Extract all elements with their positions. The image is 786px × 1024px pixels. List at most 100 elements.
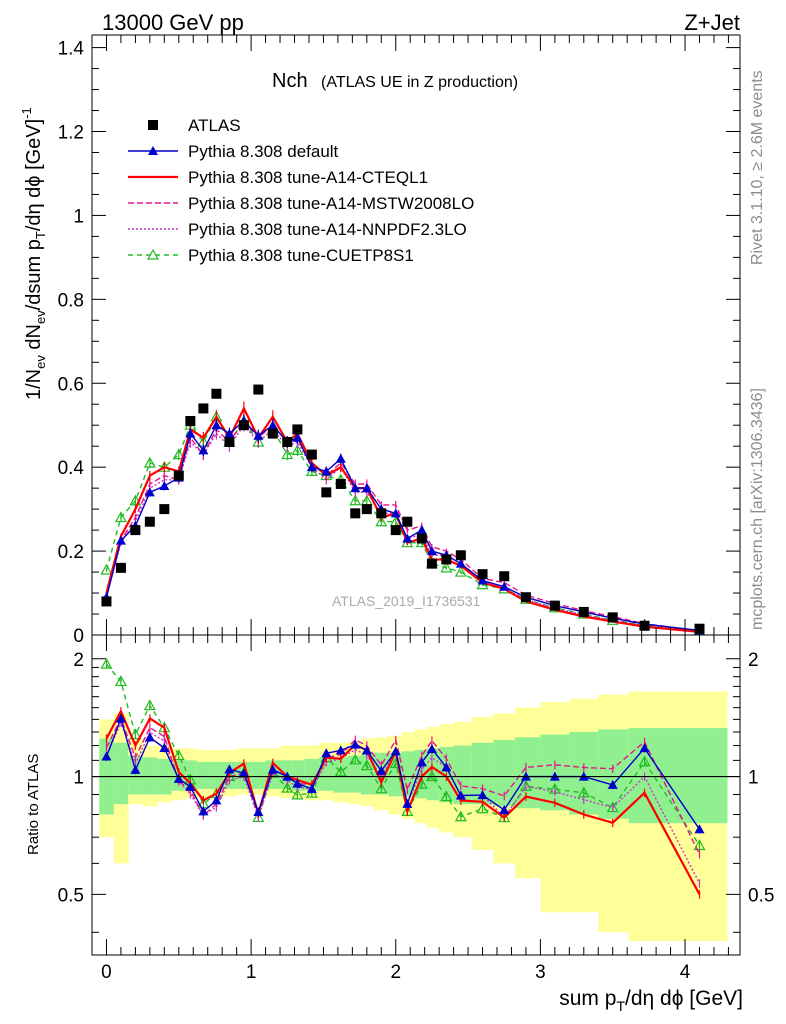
y-axis-label: 1/Nev dNev/dsum pT/dη dϕ [GeV]-1 bbox=[19, 107, 48, 400]
atlas-point bbox=[224, 436, 235, 447]
atlas-point bbox=[335, 478, 346, 489]
ratio-point bbox=[224, 764, 235, 774]
uncertainty-band-inner bbox=[628, 728, 673, 824]
ratio-point bbox=[390, 746, 401, 756]
x-tick-label: 1 bbox=[246, 962, 257, 983]
ratio-point bbox=[375, 782, 388, 794]
atlas-point bbox=[185, 416, 196, 427]
ratio-point bbox=[426, 743, 437, 753]
atlas-point bbox=[607, 612, 618, 623]
data-point bbox=[172, 448, 185, 460]
data-point bbox=[306, 462, 317, 472]
process-label: Z+Jet bbox=[684, 10, 740, 35]
ratio-point bbox=[476, 802, 489, 814]
ratio-point bbox=[101, 751, 112, 761]
y-tick-label: 0.2 bbox=[58, 542, 84, 563]
atlas-point bbox=[306, 449, 317, 460]
ratio-point bbox=[441, 762, 452, 772]
ratio-point bbox=[402, 798, 413, 808]
atlas-point bbox=[549, 600, 560, 611]
ratio-y-tick-label: 0.5 bbox=[58, 885, 84, 906]
uncertainty-band-inner bbox=[142, 757, 158, 795]
ratio-point bbox=[440, 790, 453, 802]
ratio-point bbox=[454, 810, 467, 822]
ratio-point bbox=[334, 765, 347, 777]
ratio-point bbox=[360, 759, 373, 771]
ratio-y-tick-label: 1 bbox=[73, 768, 84, 789]
plot-title: Nch bbox=[272, 70, 308, 92]
y-tick-label: 0.6 bbox=[58, 374, 84, 395]
uncertainty-band-inner bbox=[401, 751, 416, 797]
ratio-point bbox=[376, 765, 387, 775]
ratio-point bbox=[144, 732, 155, 742]
ratio-y-tick-label-right: 2 bbox=[748, 650, 759, 671]
ratio-point bbox=[335, 745, 346, 755]
y-tick-label: 1.4 bbox=[58, 39, 85, 60]
legend-label: Pythia 8.308 tune-A14-CTEQL1 bbox=[188, 168, 428, 187]
atlas-point bbox=[441, 554, 452, 565]
ratio-point bbox=[639, 743, 650, 753]
data-point bbox=[253, 430, 264, 440]
ratio-point bbox=[281, 781, 294, 793]
atlas-point bbox=[520, 592, 531, 603]
ratio-point bbox=[100, 657, 113, 669]
data-point bbox=[361, 483, 372, 493]
ratio-point bbox=[499, 805, 510, 815]
data-point bbox=[292, 432, 303, 442]
data-point bbox=[426, 546, 437, 556]
uncertainty-band-inner bbox=[251, 761, 267, 789]
data-point bbox=[454, 565, 467, 577]
ratio-point bbox=[185, 781, 196, 791]
atlas-point bbox=[477, 569, 488, 580]
atlas-point bbox=[426, 558, 437, 569]
data-point bbox=[321, 466, 332, 476]
data-point bbox=[402, 533, 413, 543]
ratio-point bbox=[607, 779, 618, 789]
ratio-point bbox=[321, 748, 332, 758]
ratio-point bbox=[349, 753, 362, 765]
legend-marker bbox=[148, 146, 158, 155]
ratio-point bbox=[172, 749, 185, 761]
ratio-axis-label: Ratio to ATLAS bbox=[25, 754, 42, 855]
ratio-point bbox=[129, 728, 142, 740]
ratio-point bbox=[114, 675, 127, 687]
data-point bbox=[335, 453, 346, 463]
atlas-point bbox=[416, 533, 427, 544]
x-tick-label: 4 bbox=[680, 962, 691, 983]
atlas-point bbox=[282, 436, 293, 447]
uncertainty-band-inner bbox=[209, 761, 224, 789]
y-tick-label: 1.2 bbox=[58, 123, 84, 144]
ratio-point bbox=[694, 824, 705, 834]
y-tick-label: 0.4 bbox=[58, 458, 85, 479]
atlas-point bbox=[455, 550, 466, 561]
ratio-point bbox=[143, 699, 156, 711]
atlas-point bbox=[292, 424, 303, 435]
ratio-point bbox=[253, 806, 264, 816]
data-point bbox=[440, 561, 453, 573]
ratio-point bbox=[115, 713, 126, 723]
atlas-point bbox=[390, 525, 401, 536]
ratio-y-tick-label-right: 0.5 bbox=[748, 885, 774, 906]
atlas-point bbox=[350, 508, 361, 519]
uncertainty-band-inner bbox=[128, 755, 144, 795]
x-axis-label: sum pT/dη dϕ [GeV] bbox=[559, 987, 743, 1014]
x-tick-label: 0 bbox=[101, 962, 112, 983]
atlas-point bbox=[130, 525, 141, 536]
ratio-point bbox=[173, 773, 184, 783]
atlas-point bbox=[159, 504, 170, 515]
data-point bbox=[499, 581, 510, 591]
ratio-point bbox=[361, 745, 372, 755]
atlas-point bbox=[173, 470, 184, 481]
ratio-point bbox=[350, 739, 361, 749]
y-tick-label: 1 bbox=[73, 206, 84, 227]
ratio-point bbox=[291, 788, 304, 800]
atlas-point bbox=[211, 388, 222, 399]
atlas-point bbox=[578, 606, 589, 617]
data-point bbox=[185, 428, 196, 438]
atlas-point bbox=[376, 508, 387, 519]
uncertainty-band-inner bbox=[196, 761, 211, 789]
atlas-point bbox=[101, 596, 112, 607]
mcplots-label: mcplots.cern.ch [arXiv:1306.3436] bbox=[749, 388, 766, 630]
data-point bbox=[291, 444, 304, 455]
